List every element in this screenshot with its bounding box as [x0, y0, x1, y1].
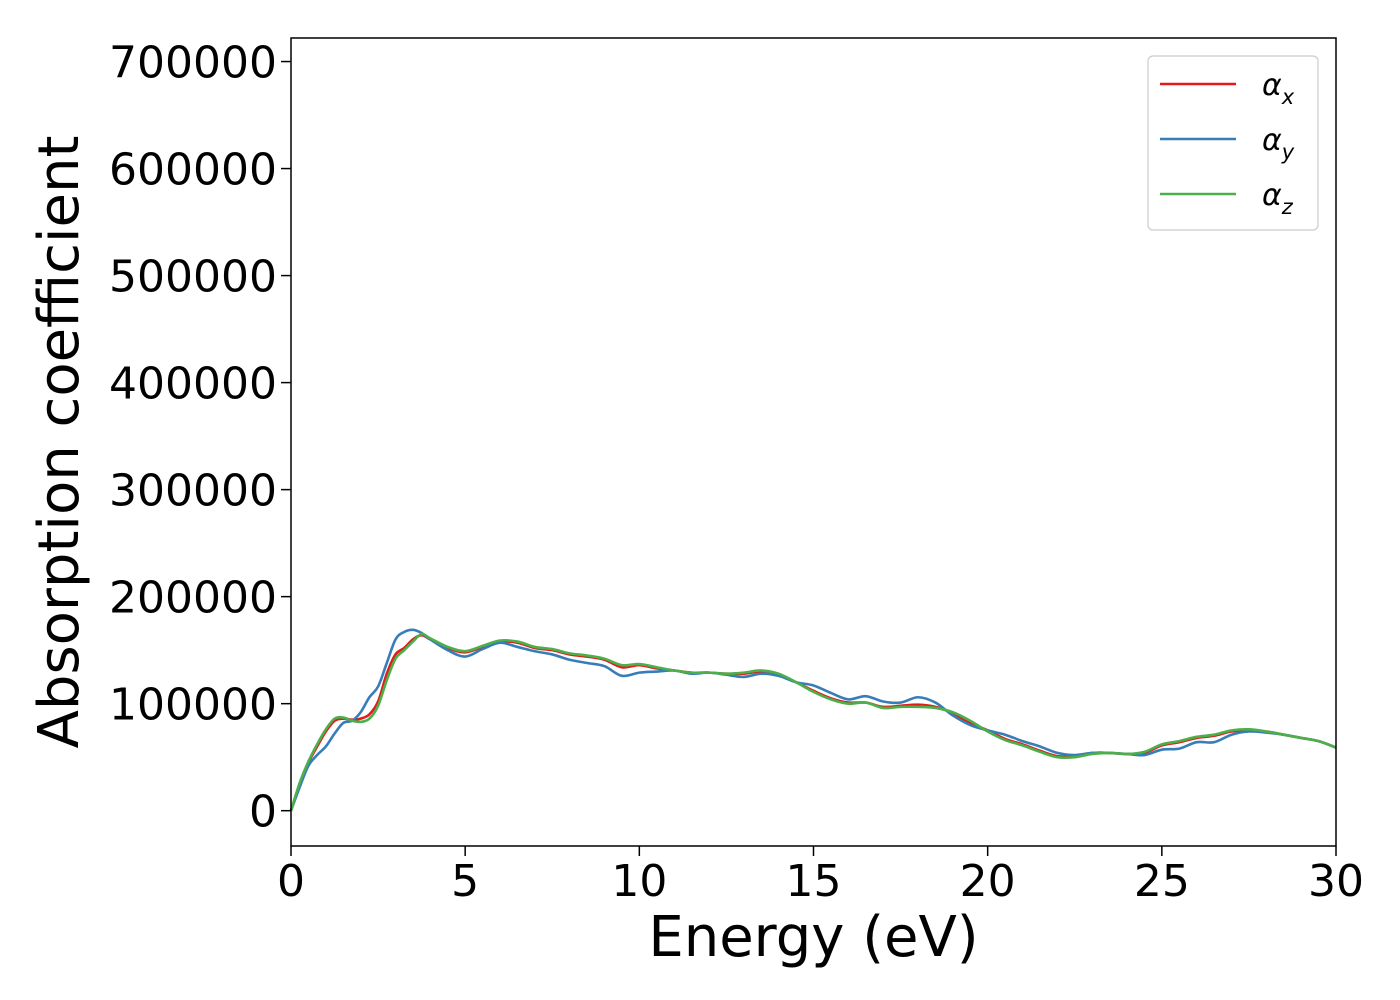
y-tick-label: 300000 — [109, 466, 277, 517]
y-tick-label: 500000 — [109, 252, 277, 303]
series-layer — [289, 628, 1337, 812]
y-axis-label: Absorption coefficient — [27, 136, 92, 749]
x-tick-label: 0 — [277, 856, 305, 907]
x-tick-label: 25 — [1134, 856, 1190, 907]
legend-label-y: αy — [1262, 123, 1295, 164]
x-tick-label: 15 — [786, 856, 842, 907]
x-tick-label: 5 — [451, 856, 479, 907]
series-line-x — [289, 633, 1337, 812]
y-tick-label: 400000 — [109, 359, 277, 410]
y-tick-label: 100000 — [109, 680, 277, 731]
series-line-y — [289, 628, 1337, 812]
legend-label-x: αx — [1262, 68, 1295, 109]
legend-box — [1147, 55, 1319, 231]
y-tick-label: 600000 — [109, 145, 277, 196]
legend-label-z: αz — [1262, 178, 1294, 219]
x-tick-label: 20 — [960, 856, 1016, 907]
y-tick-label: 700000 — [109, 38, 277, 89]
y-axis: 0 100000 200000 300000 400000 500000 600000 700… — [109, 38, 291, 838]
x-tick-label: 30 — [1308, 856, 1364, 907]
x-axis: 0 5 10 15 20 25 30 — [277, 846, 1364, 907]
series-line-z — [289, 632, 1337, 812]
x-axis-label: Energy (eV) — [648, 905, 978, 970]
y-tick-label: 200000 — [109, 573, 277, 624]
x-tick-label: 10 — [611, 856, 667, 907]
y-tick-label: 0 — [249, 787, 277, 838]
legend: αx αy αz — [1147, 55, 1319, 231]
